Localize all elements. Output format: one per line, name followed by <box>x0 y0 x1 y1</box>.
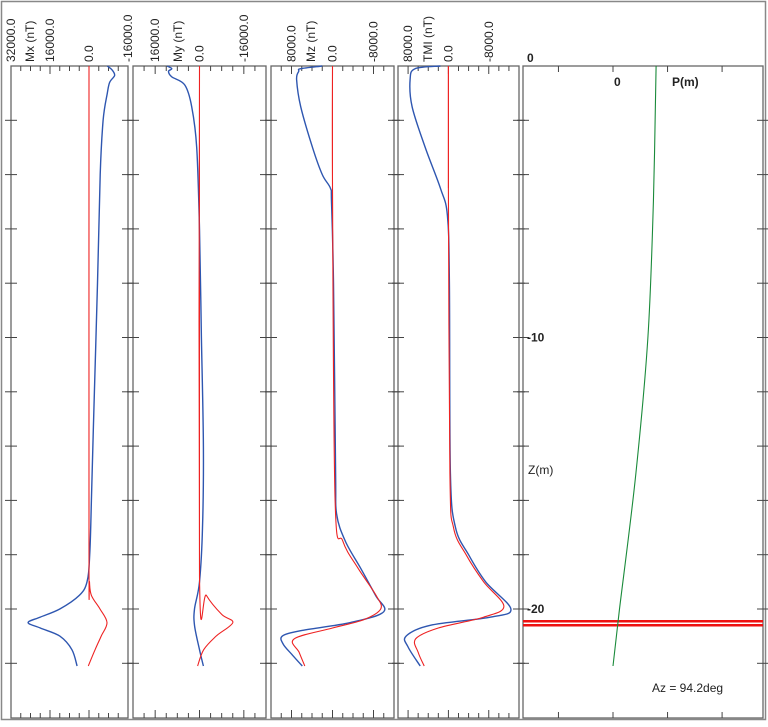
x-tick-label: 16000.0 <box>148 18 162 62</box>
x-tick-label: -8000.0 <box>482 21 496 62</box>
series-line-red <box>87 65 108 667</box>
panel-2: 16000.0 0.0 -16000.0 My (nT) <box>127 14 272 719</box>
x-tick-label: 0.0 <box>326 45 340 62</box>
x-tick-label: 0 <box>614 75 621 89</box>
x-axis-label: P(m) <box>672 75 699 89</box>
azimuth-annotation: Az = 94.2deg <box>652 681 723 695</box>
x-tick-label: -16000.0 <box>121 14 135 62</box>
axis-label: Mx (nT) <box>23 21 37 62</box>
series-line-red <box>413 65 505 667</box>
series-line-blue <box>166 65 205 667</box>
x-tick-label: 8000.0 <box>401 25 415 62</box>
panel-5: 0 P(m) 0 -10 -20 Z(m) Az = 94.2deg <box>517 51 768 719</box>
axis-label: My (nT) <box>171 21 185 62</box>
series-line-blue <box>612 65 657 667</box>
x-tick-label: 8000.0 <box>285 25 299 62</box>
y-tick-label: -20 <box>527 602 545 616</box>
series-line-blue <box>403 65 512 667</box>
x-tick-label: 32000.0 <box>4 18 18 62</box>
axis-label: Mz (nT) <box>304 21 318 62</box>
panel-1: 32000.0 16000.0 0.0 -16000.0 Mx (nT) <box>4 14 135 719</box>
x-tick-label: 0.0 <box>193 45 207 62</box>
y-axis-label: Z(m) <box>528 463 553 477</box>
x-tick-label: 16000.0 <box>43 18 57 62</box>
y-tick-label: 0 <box>527 51 534 65</box>
x-tick-label: 0.0 <box>82 45 96 62</box>
series-line-blue <box>280 65 386 667</box>
series-line-blue <box>27 65 116 667</box>
series-line-red <box>197 65 234 667</box>
series-line-red <box>291 65 382 667</box>
x-tick-label: 0.0 <box>441 45 455 62</box>
x-tick-label: -16000.0 <box>237 14 251 62</box>
axis-label: TMI (nT) <box>421 16 435 62</box>
x-tick-label: -8000.0 <box>367 21 381 62</box>
y-tick-label: -10 <box>527 331 545 345</box>
